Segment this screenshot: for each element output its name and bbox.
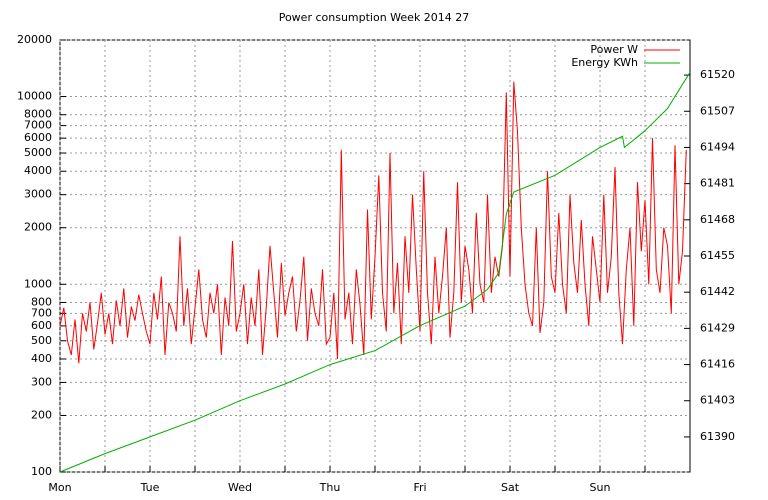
y2-tick-label: 61520 [700, 68, 735, 81]
series-line [59, 72, 691, 473]
y-tick-label: 600 [31, 319, 52, 332]
y-tick-label: 3000 [24, 188, 52, 201]
y-tick-label: 5000 [24, 146, 52, 159]
y2-tick-label: 61390 [700, 430, 735, 443]
y-tick-label: 300 [31, 375, 52, 388]
y-tick-label: 1000 [24, 277, 52, 290]
y2-tick-label: 61481 [700, 177, 735, 190]
chart-title: Power consumption Week 2014 27 [279, 11, 470, 24]
y-tick-label: 100 [31, 465, 52, 478]
x-tick-label: Fri [413, 481, 426, 494]
y2-tick-label: 61403 [700, 394, 735, 407]
y2-tick-label: 61468 [700, 213, 735, 226]
x-tick-label: Thu [319, 481, 341, 494]
x-tick-label: Mon [48, 481, 71, 494]
y-tick-label: 8000 [24, 108, 52, 121]
y2-tick-label: 61494 [700, 140, 735, 153]
y2-tick-label: 61416 [700, 358, 735, 371]
legend-label: Power W [590, 43, 638, 56]
series-line [59, 81, 687, 364]
y-tick-label: 200 [31, 408, 52, 421]
y-tick-label: 20000 [17, 33, 52, 46]
y2-tick-label: 61455 [700, 249, 735, 262]
y-tick-label: 400 [31, 352, 52, 365]
y-tick-label: 7000 [24, 119, 52, 132]
x-tick-label: Sat [501, 481, 520, 494]
y-tick-label: 10000 [17, 90, 52, 103]
x-tick-label: Wed [228, 481, 252, 494]
y-tick-label: 2000 [24, 221, 52, 234]
x-tick-label: Sun [590, 481, 611, 494]
x-tick-label: Tue [140, 481, 160, 494]
y2-tick-label: 61442 [700, 285, 735, 298]
y-tick-label: 4000 [24, 164, 52, 177]
legend-label: Energy KWh [571, 56, 638, 69]
y2-tick-label: 61429 [700, 321, 735, 334]
y2-tick-label: 61507 [700, 104, 735, 117]
y-tick-label: 6000 [24, 131, 52, 144]
y-tick-label: 800 [31, 295, 52, 308]
y-tick-label: 700 [31, 306, 52, 319]
y-tick-label: 500 [31, 334, 52, 347]
